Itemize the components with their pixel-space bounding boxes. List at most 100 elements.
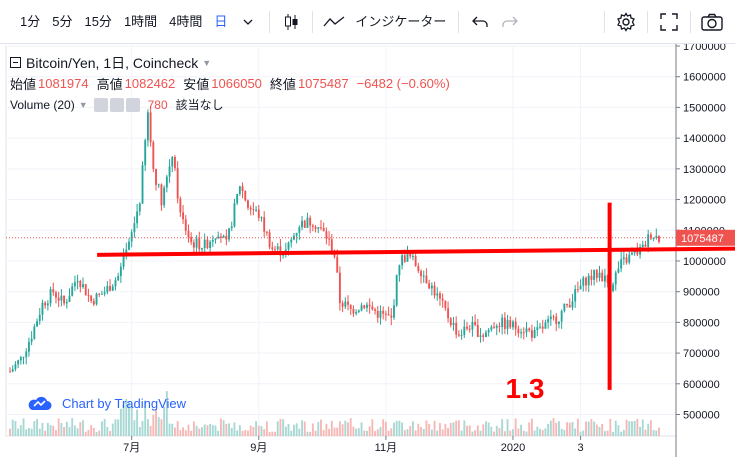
candle-body [652,237,655,239]
eye-icon[interactable] [93,97,108,112]
volume-bar [384,421,387,436]
drawn-annotation-line [97,246,735,257]
candle-body [73,282,76,287]
volume-bar [655,430,658,436]
volume-bar [163,406,166,436]
candle-body [355,311,358,314]
chevron-down-icon[interactable] [233,8,263,36]
volume-bar [587,421,590,436]
candle-body [187,230,190,237]
candle-body [352,308,355,314]
volume-bar [274,431,276,436]
indicators-icon[interactable] [319,8,349,36]
volume-bar [30,428,33,436]
interval-15m[interactable]: 15分 [84,13,112,29]
volume-bar [320,419,322,436]
volume-bar [398,420,401,436]
volume-bar [41,422,44,436]
candle-body [349,304,352,309]
volume-bar [476,425,479,436]
volume-bar [276,421,279,436]
volume-bar [490,426,493,436]
volume-bar [38,428,41,436]
candle-body [301,220,303,228]
candle-body [612,284,614,291]
candle-body [238,186,241,194]
candle-body [192,242,195,248]
volume-bar [217,430,220,436]
volume-bar [152,414,155,436]
chevron-down-icon[interactable]: ▼ [202,57,212,68]
gear-icon[interactable] [611,8,641,36]
chart-area[interactable]: 1700000 1600000 1500000 1400000 1300000 12000… [0,44,735,457]
candle-body [509,320,512,328]
volume-bar [495,425,498,436]
candle-body [420,271,422,277]
candle-body [490,326,493,330]
candle-body [206,239,209,249]
fullscreen-icon[interactable] [654,8,684,36]
candle-body [179,198,182,213]
volume-bar [625,419,628,436]
candle-body [658,236,660,242]
candle-body [311,225,314,227]
interval-4h[interactable]: 4時間 [169,13,203,29]
volume-bar [133,420,136,436]
volume-bar [100,421,103,436]
redo-icon[interactable] [495,8,525,36]
candle-body [471,321,474,330]
volume-bar [444,423,447,436]
gear-icon[interactable] [109,97,124,112]
candle-body [503,317,506,329]
volume-bar [417,423,420,436]
collapse-icon[interactable] [10,57,21,68]
candle-body [46,303,49,306]
camera-icon[interactable] [697,8,727,36]
candle-body [163,187,166,206]
volume-bar [463,420,466,436]
candle-body [84,284,87,296]
volume-bar [341,424,344,436]
tradingview-watermark[interactable]: Chart by TradingView [26,394,186,412]
candle-body [457,334,460,336]
volume-bar [9,428,11,436]
candle-body [525,328,528,333]
chevron-down-icon[interactable]: ▼ [78,99,88,110]
candle-body [222,235,225,238]
candle-body [190,236,193,243]
interval-5m[interactable]: 5分 [52,13,73,29]
symbol-title[interactable]: Bitcoin/Yen, 1日, Coincheck [26,54,199,71]
candle-body [547,319,550,323]
interval-1m[interactable]: 1分 [20,13,41,29]
candlestick-icon[interactable] [276,8,306,36]
close-icon[interactable] [125,97,140,112]
volume-bar [479,430,482,436]
indicators-button[interactable]: インジケーター [355,13,447,29]
volume-bar [295,423,298,436]
interval-1h[interactable]: 1時間 [123,13,158,29]
candle-body [379,310,382,318]
volume-bar [593,421,596,436]
candle-body [244,190,247,201]
candle-body [384,313,387,315]
candle-body [552,316,555,318]
interval-1d[interactable]: 日 [214,13,228,29]
y-tick-label: 500000 [683,410,720,422]
volume-label[interactable]: Volume (20) [10,97,75,112]
candle-body [376,310,379,318]
volume-bar [179,430,182,436]
candle-body [541,326,544,329]
volume-bar [639,426,642,436]
volume-bar [22,418,25,436]
volume-bar [201,427,203,436]
undo-icon[interactable] [465,8,495,36]
volume-bar [503,431,506,436]
volume-bar [282,419,285,436]
candle-body [387,314,390,316]
candle-body [76,280,79,283]
volume-bar [401,422,404,436]
y-tick-label: 600000 [683,379,720,391]
candle-body [114,280,117,287]
candle-body [560,310,563,322]
volume-bar [436,430,439,436]
